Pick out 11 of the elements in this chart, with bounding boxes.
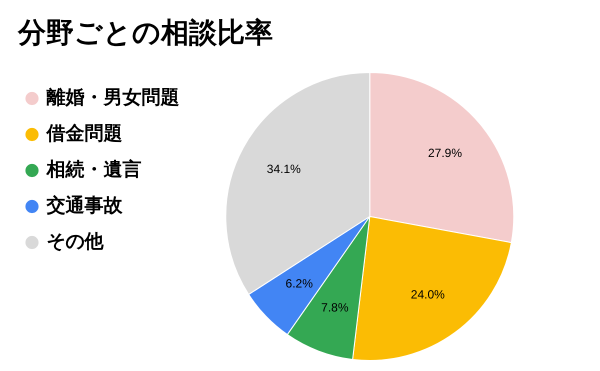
data-label: 24.0% bbox=[410, 288, 446, 302]
data-label: 34.1% bbox=[266, 162, 302, 176]
chart-title: 分野ごとの相談比率 bbox=[16, 15, 274, 51]
data-label: 27.9% bbox=[428, 146, 462, 160]
legend-label: 交通事故 bbox=[46, 194, 124, 216]
legend-label: 離婚・男女問題 bbox=[46, 86, 180, 108]
legend-label: 相続・遺言 bbox=[46, 158, 142, 180]
data-label: 7.8% bbox=[321, 300, 349, 314]
legend-label: 借金問題 bbox=[46, 122, 122, 144]
data-label: 6.2% bbox=[286, 276, 314, 291]
legend-label: その他 bbox=[46, 230, 104, 252]
